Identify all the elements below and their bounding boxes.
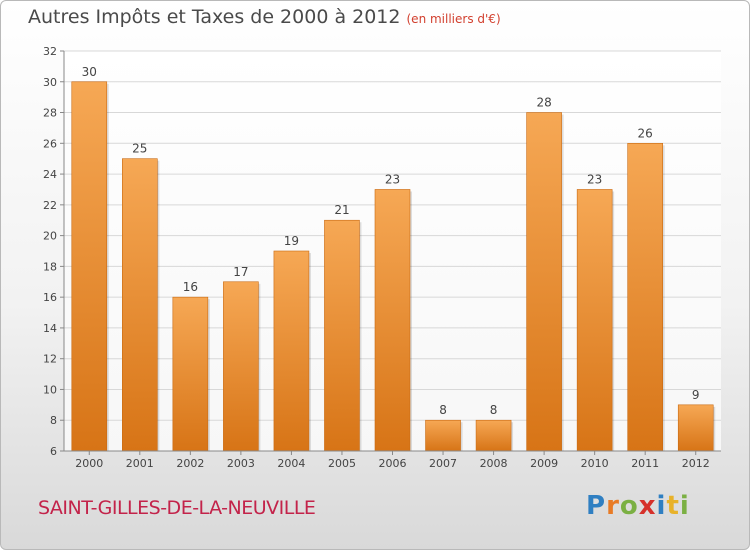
bar-data-label: 26 bbox=[638, 126, 653, 140]
y-tick-label: 12 bbox=[43, 353, 57, 366]
x-tick-label: 2010 bbox=[581, 457, 609, 470]
x-tick-label: 2011 bbox=[631, 457, 659, 470]
bar-data-label: 8 bbox=[490, 403, 498, 417]
bar bbox=[122, 158, 158, 452]
logo-letter: i bbox=[679, 491, 690, 521]
y-tick-label: 8 bbox=[50, 414, 57, 427]
y-tick-label: 22 bbox=[43, 199, 57, 212]
bar-data-label: 21 bbox=[334, 203, 349, 217]
bar bbox=[223, 281, 259, 452]
bar bbox=[677, 404, 714, 452]
y-tick-label: 6 bbox=[50, 445, 57, 458]
x-tick-label: 2005 bbox=[328, 457, 356, 470]
x-tick-label: 2004 bbox=[277, 457, 305, 470]
bar bbox=[526, 112, 562, 452]
x-tick-label: 2003 bbox=[227, 457, 255, 470]
y-tick-label: 14 bbox=[43, 322, 57, 335]
y-tick-label: 32 bbox=[43, 45, 57, 58]
bars: 30 25 16 17 19 21 23 8 8 28 23 26 9 bbox=[71, 65, 716, 452]
x-tick-label: 2001 bbox=[126, 457, 154, 470]
logo-letter: r bbox=[606, 491, 620, 521]
y-tick-label: 20 bbox=[43, 230, 57, 243]
logo-letter: i bbox=[656, 491, 667, 521]
bar-data-label: 8 bbox=[439, 403, 447, 417]
y-tick-label: 10 bbox=[43, 383, 57, 396]
bar-data-label: 16 bbox=[183, 280, 198, 294]
bar-data-label: 19 bbox=[284, 234, 299, 248]
bar bbox=[475, 419, 512, 452]
bar-data-label: 17 bbox=[233, 265, 248, 279]
bar bbox=[71, 81, 108, 452]
chart-title: Autres Impôts et Taxes de 2000 à 2012 (en… bbox=[28, 6, 501, 28]
bar bbox=[324, 219, 360, 452]
proxiti-logo: Proxiti bbox=[586, 491, 690, 521]
bar bbox=[576, 189, 613, 452]
bar-data-label: 9 bbox=[692, 388, 700, 402]
logo-letter: x bbox=[638, 491, 657, 521]
x-tick-label: 2000 bbox=[75, 457, 103, 470]
x-tick-label: 2009 bbox=[530, 457, 558, 470]
y-tick-label: 28 bbox=[43, 107, 57, 120]
x-tick-label: 2007 bbox=[429, 457, 457, 470]
bar bbox=[374, 189, 411, 452]
bar-data-label: 25 bbox=[132, 142, 147, 156]
logo-letter: P bbox=[586, 491, 607, 521]
x-tick-label: 2006 bbox=[379, 457, 407, 470]
bar-data-label: 23 bbox=[587, 172, 602, 186]
x-tick-label: 2008 bbox=[480, 457, 508, 470]
y-tick-label: 30 bbox=[43, 76, 57, 89]
x-tick-label: 2012 bbox=[682, 457, 710, 470]
y-tick-label: 16 bbox=[43, 291, 57, 304]
y-tick-label: 26 bbox=[43, 137, 57, 150]
logo-letter: t bbox=[666, 491, 680, 521]
y-tick-label: 24 bbox=[43, 168, 57, 181]
bar bbox=[172, 296, 209, 452]
logo-letter: o bbox=[619, 491, 639, 521]
bar-data-label: 23 bbox=[385, 172, 400, 186]
chart-title-main: Autres Impôts et Taxes de 2000 à 2012 bbox=[28, 6, 401, 28]
axes: 6 8 10 12 14 16 18 20 22 24 26 28 30 32 2000 2001 2002 20… bbox=[43, 45, 721, 470]
y-tick-label: 18 bbox=[43, 260, 57, 273]
bar-data-label: 30 bbox=[82, 65, 97, 79]
x-tick-label: 2002 bbox=[176, 457, 204, 470]
bar-data-label: 28 bbox=[536, 96, 551, 110]
commune-name: SAINT-GILLES-DE-LA-NEUVILLE bbox=[38, 497, 316, 519]
bar bbox=[627, 143, 663, 452]
bar bbox=[425, 419, 461, 452]
bar bbox=[273, 250, 310, 452]
chart-title-unit: (en milliers d'€) bbox=[406, 12, 501, 26]
